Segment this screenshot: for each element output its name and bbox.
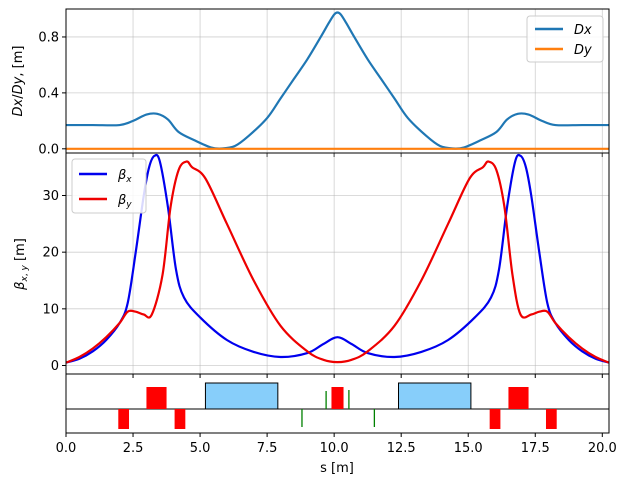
focusing-quadrupole	[146, 387, 167, 409]
dispersion-series-dx-line	[66, 11, 609, 150]
beta-series	[66, 153, 609, 364]
beta-y-tick-label: 10	[42, 302, 59, 317]
x-axis-label: s [m]	[320, 461, 354, 476]
beta-legend-box	[71, 158, 147, 214]
dipole-magnet	[398, 382, 472, 410]
defocusing-quadrupole	[545, 409, 557, 429]
lattice-elements	[66, 382, 609, 429]
focusing-quadrupole	[508, 387, 529, 409]
x-tick-label: 5.0	[190, 441, 211, 456]
lattice-panel: 0.0 2.5 5.0 7.5 10.0 12.5 15.0 17.5 20.0 s [m]	[56, 373, 617, 476]
x-tick-label: 17.5	[521, 441, 550, 456]
beta-legend: βx βy	[71, 158, 147, 214]
x-axis-ticks: 0.0 2.5 5.0 7.5 10.0 12.5 15.0 17.5 20.0	[56, 433, 617, 456]
x-tick-label: 7.5	[257, 441, 278, 456]
defocusing-quadrupole	[174, 409, 186, 429]
beta-y-ticks: 0 10 20 30	[42, 189, 603, 378]
focusing-quadrupole	[331, 387, 344, 409]
dipole-magnet	[204, 382, 279, 410]
dispersion-y-axis-label: Dx/Dy, [m]	[11, 46, 26, 117]
dispersion-y-tick-label: 0.4	[38, 86, 59, 101]
dispersion-panel: 0.0 0.4 0.8 Dx/Dy, [m] Dx Dy	[11, 8, 610, 157]
dispersion-series	[66, 11, 609, 150]
dispersion-y-tick-label: 0.8	[38, 30, 59, 45]
legend-dx-label: Dx	[574, 23, 592, 38]
x-tick-label: 0.0	[56, 441, 77, 456]
x-tick-label: 20.0	[588, 441, 617, 456]
lattice-frame	[65, 373, 610, 434]
defocusing-quadrupole	[118, 409, 130, 429]
defocusing-quadrupole	[489, 409, 501, 429]
dispersion-legend: Dx Dy	[526, 15, 604, 63]
beta-y-tick-label: 30	[42, 189, 59, 204]
x-tick-label: 2.5	[123, 441, 144, 456]
beta-frame	[65, 152, 610, 375]
beta-y-axis-label: βx, y [m]	[13, 238, 30, 291]
beta-y-tick-label: 20	[42, 246, 59, 261]
beta-panel: 0 10 20 30 βx, y [m] βx βy	[13, 152, 610, 378]
beta-grid	[65, 153, 609, 374]
legend-dy-label: Dy	[574, 43, 592, 58]
dispersion-y-tick-label: 0.0	[38, 142, 59, 157]
x-tick-label: 10.0	[320, 441, 349, 456]
x-tick-label: 12.5	[387, 441, 416, 456]
dispersion-legend-box	[526, 15, 604, 63]
beta-series-βy-line	[66, 160, 609, 364]
beta-series-βx-line	[66, 153, 609, 364]
x-tick-label: 15.0	[454, 441, 483, 456]
beta-y-tick-label: 0	[51, 359, 59, 374]
dispersion-y-ticks: 0.0 0.4 0.8	[38, 30, 603, 157]
